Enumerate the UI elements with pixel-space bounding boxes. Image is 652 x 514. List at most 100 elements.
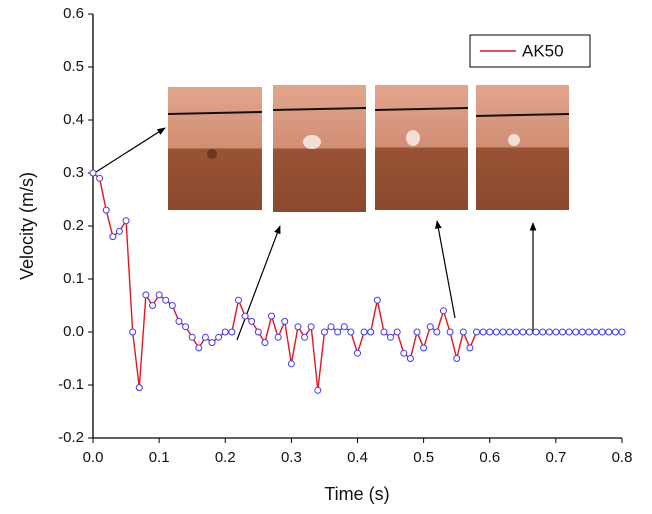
marker bbox=[552, 328, 560, 336]
marker bbox=[89, 169, 97, 177]
marker bbox=[354, 349, 361, 357]
marker bbox=[592, 328, 600, 336]
marker bbox=[320, 328, 328, 336]
y-tick-label: -0.1 bbox=[58, 376, 84, 393]
marker bbox=[558, 328, 566, 336]
marker bbox=[109, 233, 117, 241]
marker bbox=[545, 328, 553, 336]
marker bbox=[387, 333, 395, 341]
y-tick-label: 0.1 bbox=[63, 270, 84, 287]
x-tick-label: 0.6 bbox=[479, 449, 500, 466]
marker bbox=[327, 323, 335, 331]
marker bbox=[314, 386, 322, 394]
marker bbox=[175, 317, 183, 325]
photo bbox=[167, 87, 263, 210]
x-tick-label: 0.7 bbox=[545, 449, 566, 466]
marker bbox=[168, 302, 176, 309]
y-tick-label: 0.5 bbox=[63, 58, 84, 75]
x-tick-label: 0.1 bbox=[149, 449, 170, 466]
marker bbox=[149, 302, 157, 309]
marker bbox=[334, 328, 342, 336]
x-tick-label: 0.8 bbox=[612, 449, 633, 466]
marker bbox=[115, 227, 123, 235]
y-tick-label: 0.0 bbox=[63, 323, 84, 340]
marker bbox=[400, 349, 408, 357]
marker bbox=[182, 323, 190, 331]
marker bbox=[373, 296, 381, 304]
marker bbox=[301, 333, 309, 341]
marker bbox=[221, 328, 229, 336]
marker bbox=[420, 344, 428, 352]
marker bbox=[446, 328, 454, 336]
photo bbox=[374, 85, 469, 210]
x-tick-label: 0.2 bbox=[215, 449, 236, 466]
marker bbox=[96, 174, 104, 182]
marker bbox=[188, 333, 196, 341]
marker bbox=[294, 323, 302, 331]
marker bbox=[598, 328, 606, 336]
y-tick-label: -0.2 bbox=[58, 429, 84, 446]
marker bbox=[512, 328, 520, 336]
y-tick-label: 0.4 bbox=[63, 111, 84, 128]
marker bbox=[208, 339, 216, 347]
legend: AK50 bbox=[469, 34, 591, 68]
marker bbox=[281, 317, 289, 325]
marker bbox=[360, 328, 368, 336]
marker bbox=[367, 328, 375, 336]
marker bbox=[380, 328, 388, 336]
marker bbox=[413, 328, 421, 336]
y-axis-label: Velocity (m/s) bbox=[17, 172, 37, 280]
marker bbox=[473, 328, 481, 336]
inset-photos bbox=[167, 85, 570, 212]
marker bbox=[572, 328, 580, 336]
marker bbox=[215, 333, 223, 341]
marker bbox=[234, 296, 242, 304]
marker bbox=[525, 328, 533, 336]
marker bbox=[307, 323, 315, 331]
marker bbox=[492, 328, 500, 336]
marker bbox=[578, 328, 586, 336]
marker bbox=[228, 328, 236, 336]
marker bbox=[466, 344, 474, 352]
marker bbox=[618, 328, 626, 336]
marker bbox=[539, 328, 547, 336]
marker bbox=[479, 328, 487, 336]
marker bbox=[486, 328, 494, 336]
x-axis-label: Time (s) bbox=[324, 484, 389, 504]
marker bbox=[102, 206, 110, 214]
marker bbox=[162, 296, 170, 304]
marker bbox=[155, 291, 163, 299]
marker bbox=[499, 328, 507, 336]
marker bbox=[129, 328, 137, 336]
marker bbox=[135, 384, 143, 392]
marker bbox=[201, 333, 209, 341]
marker bbox=[439, 307, 447, 315]
marker bbox=[261, 339, 269, 347]
marker bbox=[433, 328, 441, 336]
marker bbox=[506, 328, 514, 336]
legend-label: AK50 bbox=[522, 41, 564, 60]
marker bbox=[254, 328, 262, 336]
marker bbox=[426, 323, 434, 331]
marker bbox=[274, 333, 282, 341]
x-tick-label: 0.5 bbox=[413, 449, 434, 466]
marker bbox=[459, 328, 467, 336]
photo bbox=[475, 85, 570, 210]
x-tick-label: 0.0 bbox=[83, 449, 104, 466]
marker bbox=[347, 328, 355, 336]
marker bbox=[393, 328, 401, 336]
marker bbox=[340, 323, 348, 331]
marker bbox=[142, 291, 150, 299]
marker bbox=[519, 328, 527, 336]
marker bbox=[611, 328, 619, 336]
marker bbox=[287, 360, 295, 368]
photo bbox=[272, 85, 367, 212]
x-tick-label: 0.4 bbox=[347, 449, 368, 466]
marker bbox=[248, 317, 256, 325]
marker bbox=[241, 312, 249, 320]
marker bbox=[406, 355, 414, 362]
marker bbox=[195, 344, 203, 352]
y-tick-label: 0.2 bbox=[63, 217, 84, 234]
marker bbox=[605, 328, 613, 336]
